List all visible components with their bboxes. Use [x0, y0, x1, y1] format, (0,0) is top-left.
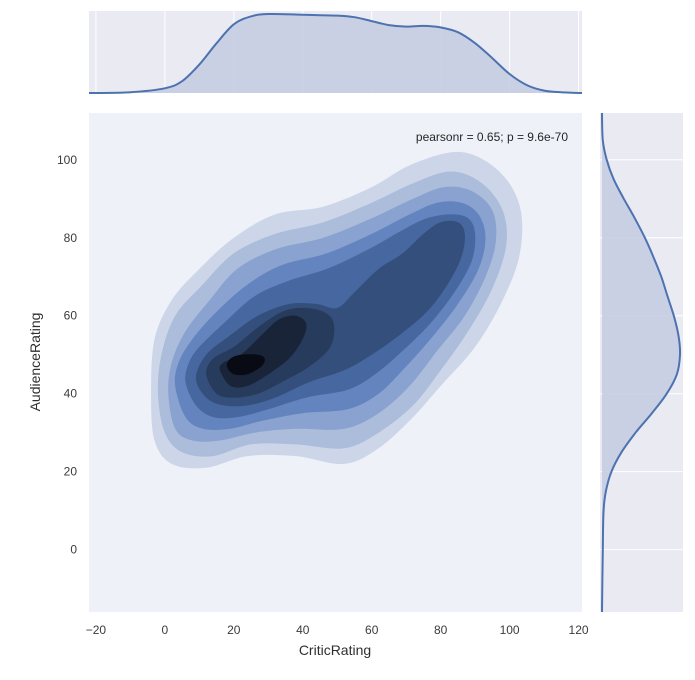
- top-marginal-kde-line: [88, 12, 583, 94]
- pearson-annotation: pearsonr = 0.65; p = 9.6e-70: [416, 130, 568, 144]
- x-axis-ticks: −20 0 20 40 60 80 100 120: [86, 623, 589, 637]
- x-tick-label: 40: [296, 623, 310, 637]
- kde-contour-bands: [151, 151, 523, 469]
- x-tick-label: 80: [434, 623, 448, 637]
- top-marginal-axes: [88, 11, 583, 94]
- right-marginal-axes: [600, 112, 683, 613]
- x-tick-label: 0: [162, 623, 169, 637]
- y-axis-label: AudienceRating: [27, 313, 43, 412]
- y-tick-label: 20: [64, 465, 78, 479]
- right-marginal-kde-fill: [602, 113, 681, 612]
- joint-axes: pearsonr = 0.65; p = 9.6e-70: [89, 113, 582, 612]
- y-tick-label: 40: [64, 387, 78, 401]
- y-tick-label: 60: [64, 309, 78, 323]
- x-tick-label: 60: [365, 623, 379, 637]
- y-tick-label: 100: [57, 153, 77, 167]
- x-tick-label: −20: [86, 623, 107, 637]
- x-axis-label: CriticRating: [299, 642, 371, 658]
- y-tick-label: 80: [64, 231, 78, 245]
- y-tick-label: 0: [70, 543, 77, 557]
- x-tick-label: 20: [227, 623, 241, 637]
- x-tick-label: 100: [500, 623, 520, 637]
- x-tick-label: 120: [569, 623, 589, 637]
- y-axis-ticks: 0 20 40 60 80 100: [57, 153, 77, 557]
- contour-band-level-9: [226, 354, 265, 376]
- right-marginal-kde-line: [601, 112, 682, 613]
